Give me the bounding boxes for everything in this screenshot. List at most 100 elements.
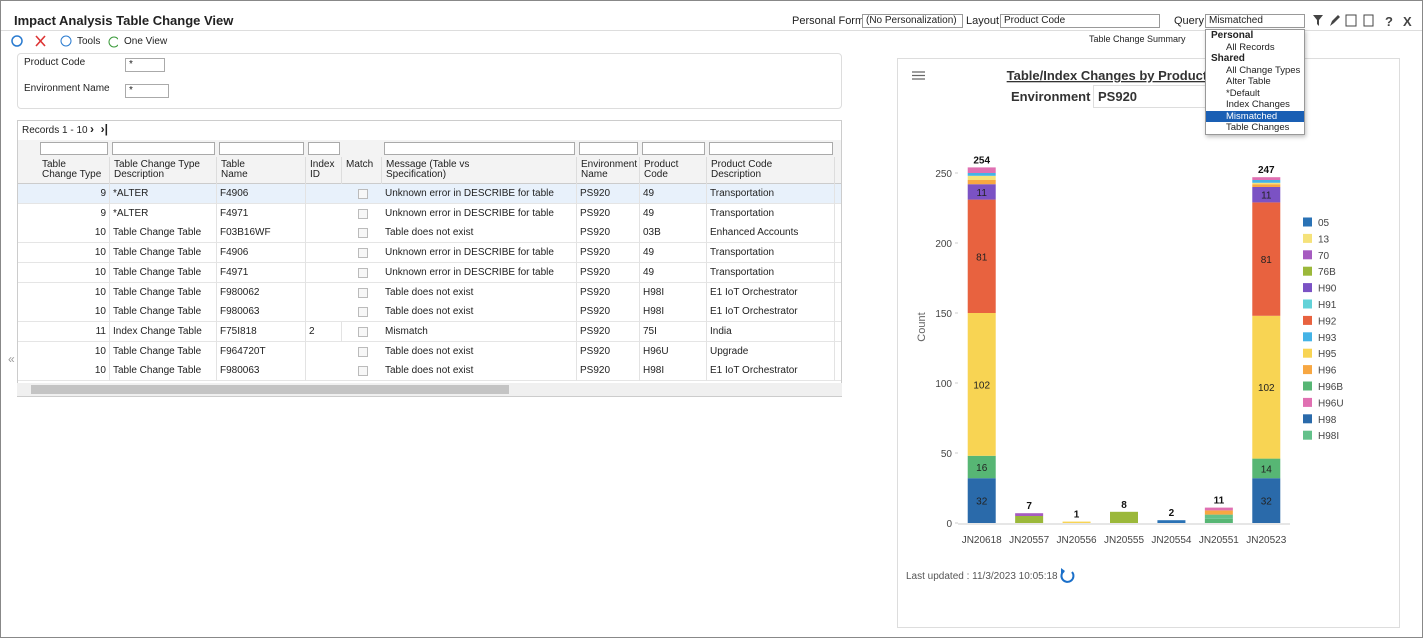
layout-select[interactable]: Product Code (1000, 14, 1160, 28)
segment-label: 14 (1261, 464, 1273, 475)
column-filter[interactable] (642, 142, 705, 155)
grid-cell: Enhanced Accounts Receivable (707, 223, 835, 244)
grid-cell: H98I (640, 361, 707, 382)
environment-box (1093, 85, 1210, 108)
find-icon[interactable] (11, 35, 23, 47)
menu-item[interactable]: Index Changes (1226, 99, 1290, 110)
page-title: Impact Analysis Table Change View (14, 13, 234, 28)
filter-input[interactable]: * (125, 58, 165, 72)
grid-cell: F75I818 (217, 321, 306, 342)
grid-cell: PS920 (577, 262, 640, 283)
column-header[interactable]: Product Code Description (707, 157, 835, 184)
grid-row (18, 243, 841, 264)
scrollbar[interactable] (17, 383, 842, 396)
match-checkbox[interactable] (358, 228, 368, 239)
cancel-icon[interactable] (35, 35, 46, 47)
x-tick-label: JN20523 (1246, 535, 1286, 546)
legend-swatch (1303, 233, 1312, 243)
legend-swatch (1303, 266, 1312, 276)
personal-form-select[interactable]: (No Personalization) (862, 14, 963, 28)
menu-item[interactable]: Alter Table (1226, 76, 1271, 87)
tools-button[interactable]: Tools (77, 36, 101, 47)
column-header-text: Match (346, 159, 374, 170)
segment-label: 102 (973, 380, 990, 391)
menu-item[interactable]: All Change Types (1226, 64, 1301, 76)
filter-icon[interactable] (1313, 15, 1323, 26)
menu-item[interactable]: *Default (1226, 87, 1260, 99)
legend-swatch (1303, 381, 1312, 391)
column-header[interactable]: Table Change Type (38, 157, 110, 184)
bar-segment (1252, 177, 1281, 180)
grid-row (18, 223, 841, 244)
match-checkbox[interactable] (358, 287, 368, 298)
grid-cell: 03B (640, 223, 707, 244)
column-header[interactable]: Match (342, 157, 382, 184)
column-header[interactable]: Message (Table vs Specification) (382, 157, 577, 184)
close-icon[interactable]: X (1403, 14, 1412, 29)
column-filter[interactable] (219, 142, 304, 155)
grid-cell: Unknown error in DESCRIBE for table (382, 203, 577, 224)
filter-input[interactable]: * (125, 84, 169, 98)
legend-swatch (1303, 397, 1312, 407)
one-view-icon[interactable] (108, 36, 118, 48)
match-checkbox[interactable] (358, 366, 368, 377)
summary-tab[interactable]: Table Change Summary (1089, 34, 1186, 44)
grid-cell: 2 (306, 321, 342, 342)
column-header[interactable]: Product Code (640, 157, 707, 184)
column-filter[interactable] (384, 142, 575, 155)
grid-cell: *ALTER (110, 203, 217, 224)
y-tick-label: 150 (935, 309, 952, 320)
one-view-button[interactable]: One View (124, 36, 168, 47)
menu-item[interactable]: Mismatched (1206, 110, 1304, 122)
x-tick-label: JN20551 (1199, 535, 1239, 546)
match-checkbox[interactable] (358, 346, 368, 357)
match-checkbox[interactable] (358, 248, 368, 259)
grid-cell: Table does not exist (382, 223, 577, 244)
y-tick-label: 0 (946, 519, 952, 530)
collapse-icon[interactable]: « (8, 352, 15, 366)
total-label: 7 (1026, 501, 1032, 512)
match-checkbox[interactable] (358, 307, 368, 318)
grid-cell: 9 (38, 184, 110, 204)
print-icon[interactable] (1363, 14, 1374, 27)
pager-icons[interactable]: › ›| (90, 122, 109, 136)
grid-cell: PS920 (577, 184, 640, 204)
match-checkbox[interactable] (358, 208, 368, 219)
grid-cell: PS920 (577, 341, 640, 362)
column-filter[interactable] (709, 142, 833, 155)
column-header[interactable]: Table Change Type Description (110, 157, 217, 184)
grid-cell: Table Change Table (110, 302, 217, 323)
grid-cell: E1 IoT Orchestrator (707, 302, 835, 323)
bar-segment (1252, 202, 1281, 316)
grid-row (18, 321, 841, 342)
notes-icon[interactable] (1345, 14, 1357, 27)
column-header-text: Message (Table vs Specification) (386, 159, 470, 180)
grid-row (18, 361, 841, 382)
bar-segment (967, 199, 996, 313)
help-icon[interactable]: ? (1385, 14, 1393, 29)
match-checkbox[interactable] (358, 189, 368, 199)
grid-row (18, 282, 841, 303)
column-header[interactable]: Table Name (217, 157, 306, 184)
menu-item[interactable]: All Records (1226, 41, 1275, 53)
column-filter[interactable] (112, 142, 215, 155)
menu-item[interactable]: Table Changes (1226, 122, 1290, 133)
column-filter[interactable] (308, 142, 340, 155)
query-select[interactable]: Mismatched (1205, 14, 1305, 28)
grid-cell: Index Change Table (110, 321, 217, 342)
scroll-thumb[interactable] (31, 385, 509, 394)
column-header[interactable]: Environment Name (577, 157, 640, 184)
bar-segment (967, 180, 996, 185)
edit-icon[interactable] (1330, 15, 1340, 26)
column-filter[interactable] (579, 142, 638, 155)
grid-cell: Table Change Table (110, 282, 217, 303)
grid-cell: Table Change Table (110, 341, 217, 362)
column-filter[interactable] (40, 142, 108, 155)
column-header-text: Environment Name (581, 159, 638, 180)
tools-icon[interactable] (60, 35, 72, 47)
column-header[interactable]: Index ID (306, 157, 342, 184)
menu-icon (912, 71, 925, 80)
match-checkbox[interactable] (358, 326, 368, 337)
match-checkbox[interactable] (358, 267, 368, 278)
column-header-text: Product Code (644, 159, 679, 180)
